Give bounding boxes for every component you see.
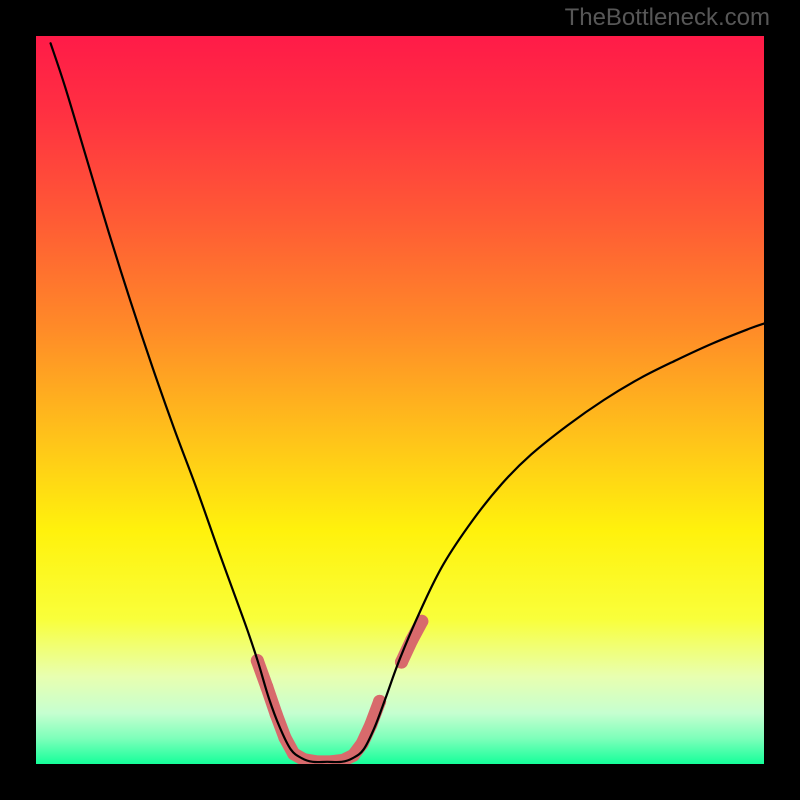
plot-frame (36, 36, 764, 764)
chart-root: TheBottleneck.com (0, 0, 800, 800)
watermark-text: TheBottleneck.com (565, 4, 770, 32)
curve-layer (36, 36, 764, 764)
